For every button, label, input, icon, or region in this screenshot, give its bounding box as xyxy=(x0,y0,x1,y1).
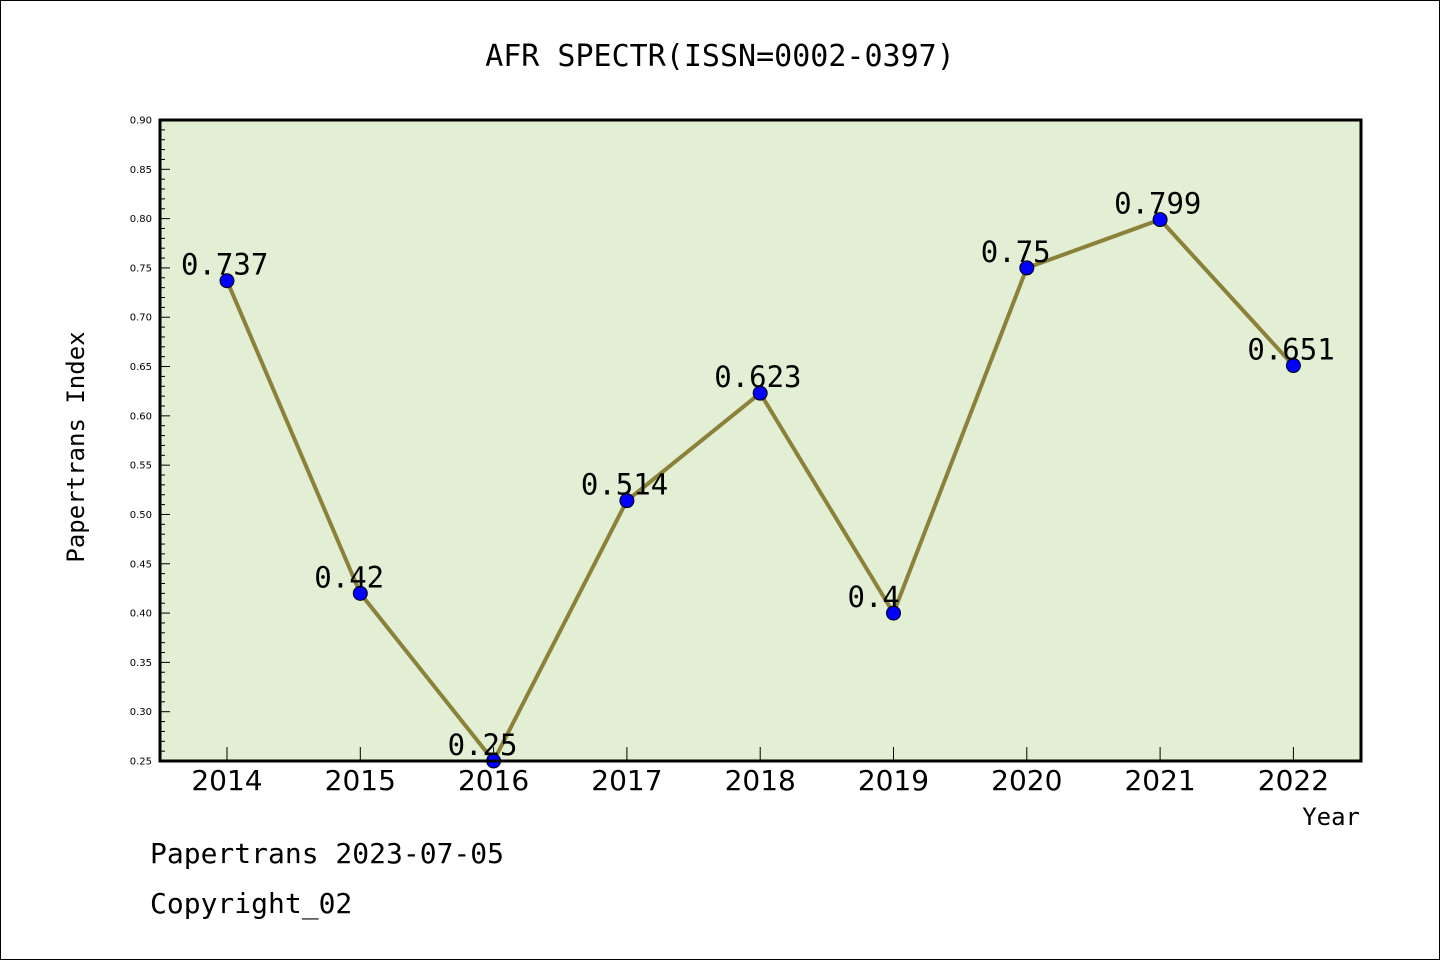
y-tick-label: 0.80 xyxy=(130,214,152,225)
y-axis-title: Papertrans Index xyxy=(62,331,90,562)
y-tick-label: 0.25 xyxy=(130,757,152,768)
data-label: 0.75 xyxy=(981,235,1051,269)
data-label: 0.4 xyxy=(848,580,900,614)
y-tick-label: 0.60 xyxy=(130,411,152,422)
y-tick-label: 0.55 xyxy=(130,461,152,472)
x-tick-label: 2014 xyxy=(191,764,262,797)
x-tick-label: 2018 xyxy=(725,764,796,797)
series: 0.737 0.42 0.25 0.514 0.623 0.4 0.75 0.799 0.651 xyxy=(181,187,1335,769)
data-point xyxy=(352,585,368,601)
data-point xyxy=(219,273,235,289)
data-point xyxy=(1152,212,1168,228)
y-tick-label: 0.50 xyxy=(130,510,152,521)
data-label: 0.623 xyxy=(714,360,801,394)
x-tick-label: 2016 xyxy=(458,764,529,797)
data-point xyxy=(1285,358,1301,374)
footer-date: Papertrans 2023-07-05 xyxy=(150,837,504,870)
y-tick-label: 0.40 xyxy=(130,609,152,620)
data-label: 0.25 xyxy=(448,728,518,762)
data-label: 0.42 xyxy=(314,560,384,594)
data-point xyxy=(1019,260,1035,276)
y-tick-label: 0.45 xyxy=(130,559,152,570)
x-tick-label: 2021 xyxy=(1124,764,1195,797)
data-label: 0.514 xyxy=(581,468,668,502)
chart-title: AFR SPECTR(ISSN=0002-0397) xyxy=(485,39,955,74)
data-point xyxy=(752,385,768,401)
y-tick-label: 0.90 xyxy=(130,116,152,127)
data-label: 0.651 xyxy=(1247,333,1334,367)
plot-border xyxy=(158,118,1363,763)
y-tick-label: 0.65 xyxy=(130,362,152,373)
x-axis-title: Year xyxy=(1302,803,1360,831)
data-point xyxy=(886,605,901,621)
footer-copyright: Copyright_02 xyxy=(150,887,352,921)
x-axis: 2014 2015 2016 2017 2018 2019 2020 2021 2022 xyxy=(191,747,1329,797)
x-tick-label: 2019 xyxy=(858,764,929,797)
y-tick-label: 0.35 xyxy=(130,658,152,669)
data-label: 0.737 xyxy=(181,248,268,282)
y-tick-label: 0.30 xyxy=(130,707,152,718)
y-tick-label: 0.75 xyxy=(130,263,152,274)
y-tick-label: 0.70 xyxy=(130,313,152,324)
x-tick-label: 2015 xyxy=(325,764,396,797)
x-tick-label: 2017 xyxy=(591,764,662,797)
y-tick-label: 0.85 xyxy=(130,165,152,176)
x-tick-label: 2020 xyxy=(991,764,1062,797)
data-point xyxy=(619,493,635,509)
x-tick-label: 2022 xyxy=(1258,764,1329,797)
data-label: 0.799 xyxy=(1114,187,1201,221)
